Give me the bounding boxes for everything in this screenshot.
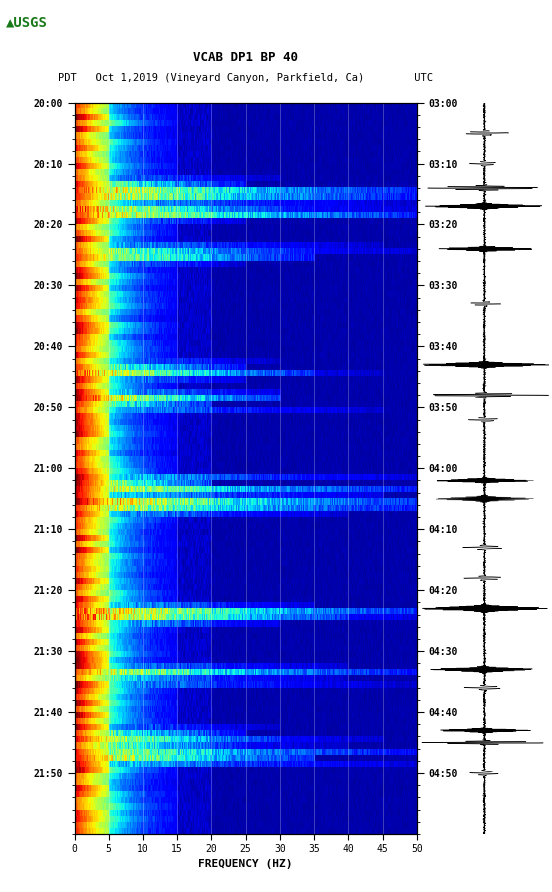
Text: PDT   Oct 1,2019 (Vineyard Canyon, Parkfield, Ca)        UTC: PDT Oct 1,2019 (Vineyard Canyon, Parkfie… xyxy=(58,73,433,84)
X-axis label: FREQUENCY (HZ): FREQUENCY (HZ) xyxy=(198,859,293,869)
Text: VCAB DP1 BP 40: VCAB DP1 BP 40 xyxy=(193,52,298,64)
Text: ▲USGS: ▲USGS xyxy=(6,15,47,29)
